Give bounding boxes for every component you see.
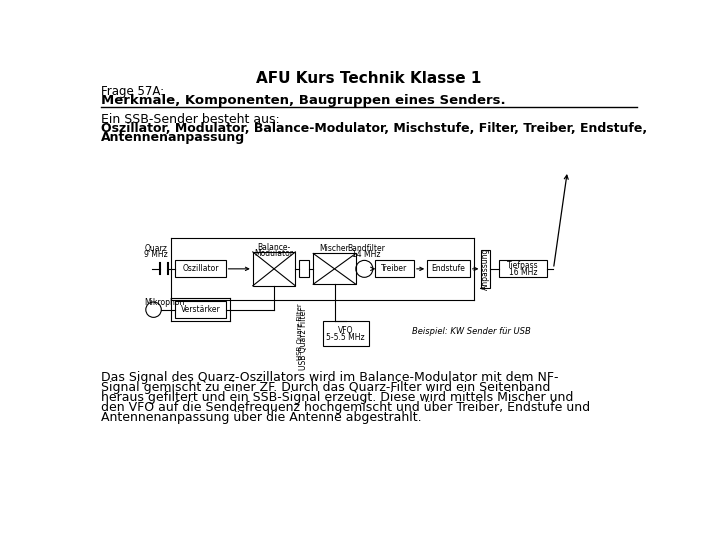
Text: Signal gemischt zu einer ZF. Durch das Quarz-Filter wird ein Seitenband: Signal gemischt zu einer ZF. Durch das Q… xyxy=(101,381,550,394)
Text: 14 MHz: 14 MHz xyxy=(351,251,380,259)
Text: Treiber: Treiber xyxy=(382,265,408,273)
Text: den VFO auf die Sendefrequenz hochgemischt und über Treiber, Endstufe und: den VFO auf die Sendefrequenz hochgemisc… xyxy=(101,401,590,414)
Text: Bandfilter: Bandfilter xyxy=(347,244,384,253)
Bar xyxy=(375,260,414,278)
Text: heraus gefiltert und ein SSB-Signal erzeugt. Diese wird mittels Mischer und: heraus gefiltert und ein SSB-Signal erze… xyxy=(101,392,573,404)
Text: 5-5.5 MHz: 5-5.5 MHz xyxy=(326,333,365,342)
Bar xyxy=(175,301,225,318)
Text: Antennenanpassung: Antennenanpassung xyxy=(101,131,245,144)
Text: 9 MHz: 9 MHz xyxy=(144,251,168,259)
Bar xyxy=(313,253,356,284)
Text: 16 MHz: 16 MHz xyxy=(509,268,537,277)
Bar xyxy=(300,260,309,278)
Bar xyxy=(499,260,547,278)
Text: VFO: VFO xyxy=(338,326,354,335)
Text: Ein SSB-Sender besteht aus:: Ein SSB-Sender besteht aus: xyxy=(101,112,279,125)
Text: USB Quarz Filter: USB Quarz Filter xyxy=(297,303,303,360)
Bar xyxy=(482,249,490,288)
Text: Beispiel: KW Sender für USB: Beispiel: KW Sender für USB xyxy=(412,327,531,335)
Text: Mischer: Mischer xyxy=(320,244,349,253)
Text: Quarz: Quarz xyxy=(144,244,167,253)
Text: Endstufe: Endstufe xyxy=(431,265,465,273)
Text: Frage 57A:: Frage 57A: xyxy=(101,85,164,98)
Text: Modulator: Modulator xyxy=(255,249,294,258)
Text: Mikrophon: Mikrophon xyxy=(144,298,184,307)
Text: Das Signal des Quarz-Oszillators wird im Balance-Modulator mit dem NF-: Das Signal des Quarz-Oszillators wird im… xyxy=(101,372,558,384)
Text: USB Quarz Filter: USB Quarz Filter xyxy=(300,307,308,370)
Text: Antennenanpassung über die Antenne abgestrahlt.: Antennenanpassung über die Antenne abges… xyxy=(101,411,421,424)
Text: Verstärker: Verstärker xyxy=(181,305,220,314)
Bar xyxy=(427,260,469,278)
Text: Merkmale, Komponenten, Baugruppen eines Senders.: Merkmale, Komponenten, Baugruppen eines … xyxy=(101,94,505,107)
Bar xyxy=(323,321,369,346)
Text: Tiefpass: Tiefpass xyxy=(508,261,539,270)
Bar xyxy=(253,252,295,286)
Text: AFU Kurs Technik Klasse 1: AFU Kurs Technik Klasse 1 xyxy=(256,71,482,86)
Text: Oszillator: Oszillator xyxy=(182,265,219,273)
Bar xyxy=(175,260,225,278)
Text: Balance-: Balance- xyxy=(258,242,291,252)
Text: Oszillator, Modulator, Balance-Modulator, Mischstufe, Filter, Treiber, Endstufe,: Oszillator, Modulator, Balance-Modulator… xyxy=(101,122,647,135)
Text: Anpassung: Anpassung xyxy=(481,248,490,290)
